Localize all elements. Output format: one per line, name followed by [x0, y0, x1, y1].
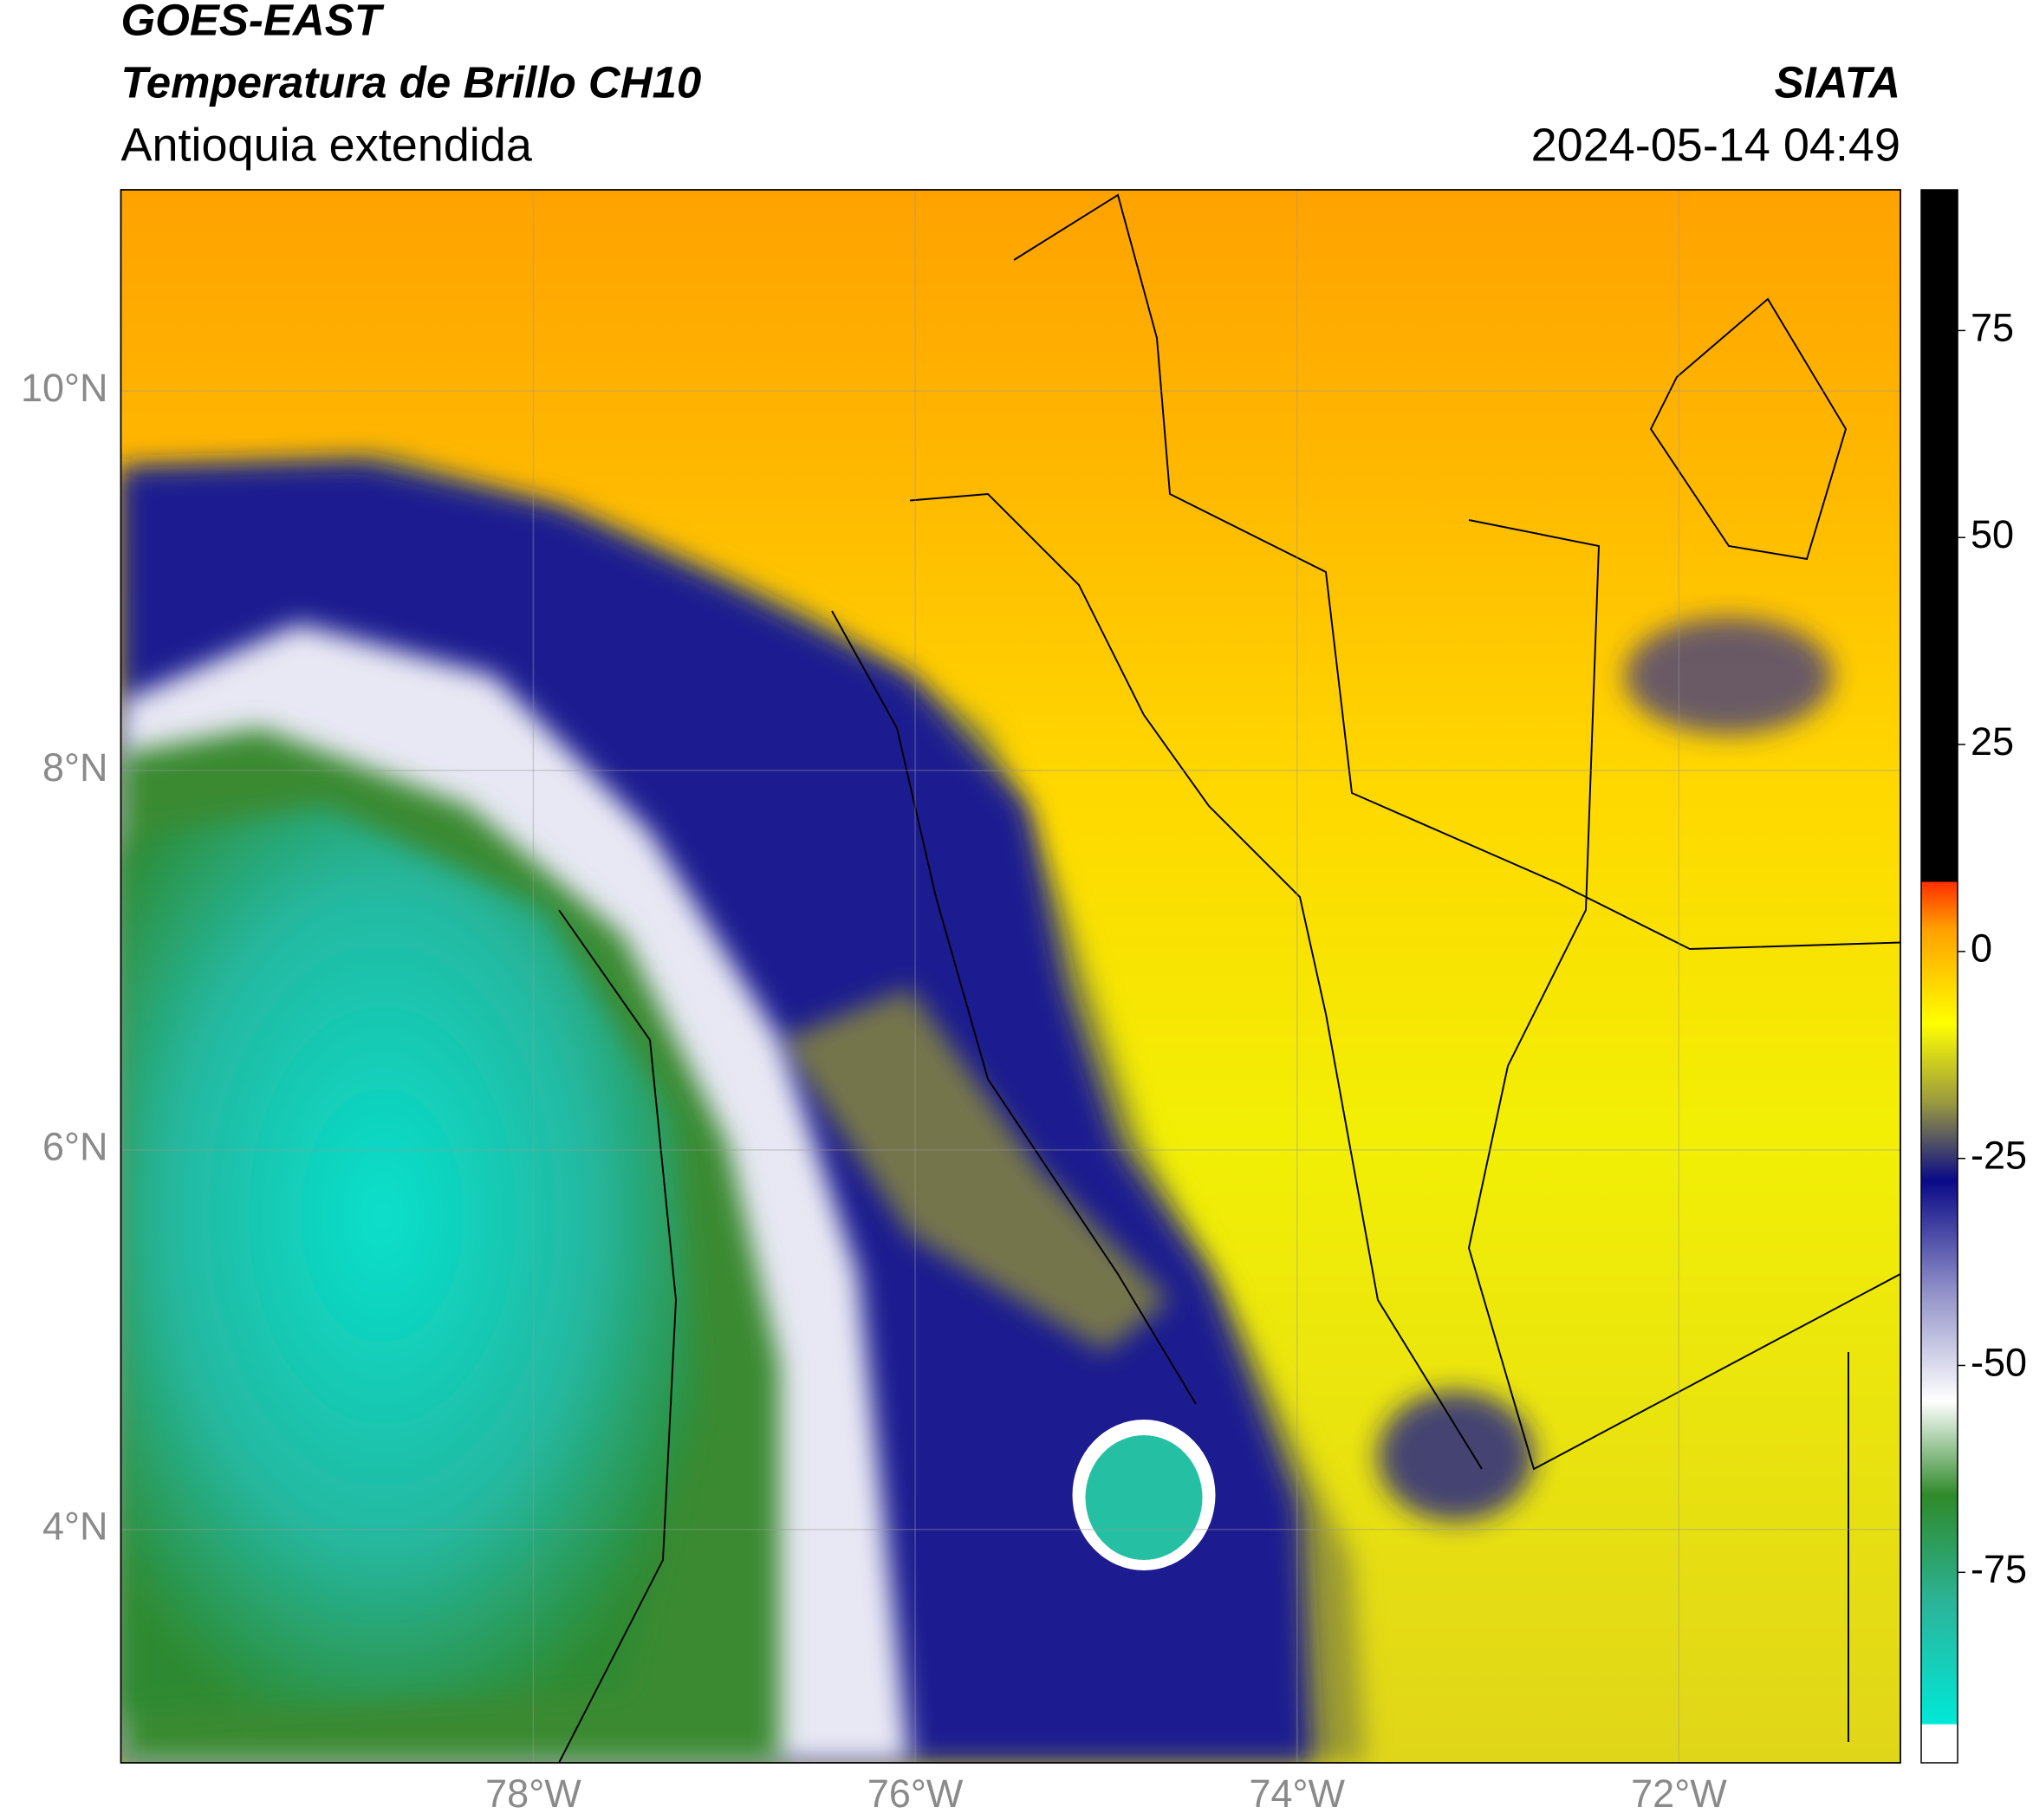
satellite-image [120, 190, 1900, 1763]
subtitle: Temperatura de Brillo CH10 [121, 57, 702, 107]
x-tick-label: 76°W [867, 1771, 964, 1816]
title: GOES-EAST [121, 0, 385, 44]
colorbar-tick-label: 25 [1971, 719, 2014, 764]
map-frame [120, 189, 1901, 1764]
colorbar-tick-label: -25 [1971, 1134, 2027, 1178]
colorbar-tick-label: -50 [1971, 1340, 2027, 1384]
x-tick-label: 72°W [1631, 1771, 1727, 1816]
source: SIATA [1775, 57, 1900, 107]
colorbar [1920, 189, 1958, 1764]
x-tick-label: 78°W [485, 1771, 581, 1816]
datetime: 2024-05-14 04:49 [1531, 119, 1900, 171]
colorbar-tick-label: -75 [1971, 1547, 2027, 1591]
region: Antioquia extendida [121, 119, 533, 171]
x-tick-label: 74°W [1249, 1771, 1345, 1816]
y-tick-label: 6°N [42, 1125, 108, 1169]
y-tick-label: 10°N [21, 366, 108, 410]
colorbar-tick-label: 50 [1971, 512, 2014, 556]
colorbar-tick-label: 0 [1971, 926, 1992, 971]
y-tick-label: 8°N [42, 745, 108, 790]
colorbar-tick-label: 75 [1971, 305, 2014, 349]
grid [120, 190, 1900, 1763]
y-tick-label: 4°N [42, 1505, 108, 1549]
